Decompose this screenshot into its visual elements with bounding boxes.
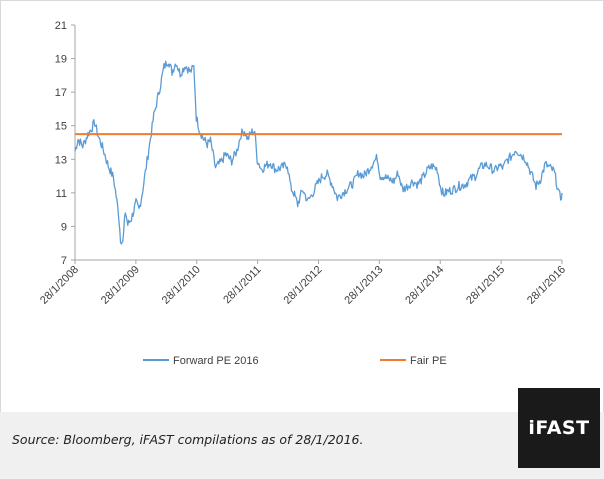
y-tick-label: 21 [55,20,67,32]
x-tick-label: 28/1/2015 [464,264,507,307]
y-tick-label: 15 [55,121,67,133]
legend-fair-pe-label: Fair PE [410,355,447,367]
x-axis: 28/1/2008 28/1/2009 28/1/2010 28/1/2011 28/1… [38,259,568,307]
x-tick-label: 28/1/2010 [160,264,203,307]
x-tick-label: 28/1/2013 [342,264,385,307]
x-tick-label: 28/1/2008 [38,264,81,307]
y-tick-label: 13 [55,154,67,166]
y-tick-label: 11 [56,188,67,200]
x-tick-label: 28/1/2009 [99,264,142,307]
x-tick-label: 28/1/2016 [525,264,568,307]
x-tick-label: 28/1/2011 [221,264,264,307]
y-tick-label: 7 [61,255,67,267]
legend-forward-pe-label: Forward PE 2016 [173,355,259,367]
y-tick-label: 9 [61,221,67,233]
y-tick-label: 19 [55,54,67,66]
y-tick-label: 17 [55,87,67,99]
footer-band [0,412,604,479]
y-axis: 7 9 11 13 15 17 19 21 [55,20,76,267]
legend: Forward PE 2016 Fair PE [143,355,447,367]
x-tick-label: 28/1/2012 [282,264,325,307]
ifast-logo-text: iFAST [528,417,590,439]
ifast-logo: iFAST [518,388,600,468]
source-note: Source: Bloomberg, iFAST compilations as… [12,432,364,447]
series-layer [74,60,563,245]
series-forward-pe-line [74,60,563,245]
x-tick-label: 28/1/2014 [403,264,446,307]
